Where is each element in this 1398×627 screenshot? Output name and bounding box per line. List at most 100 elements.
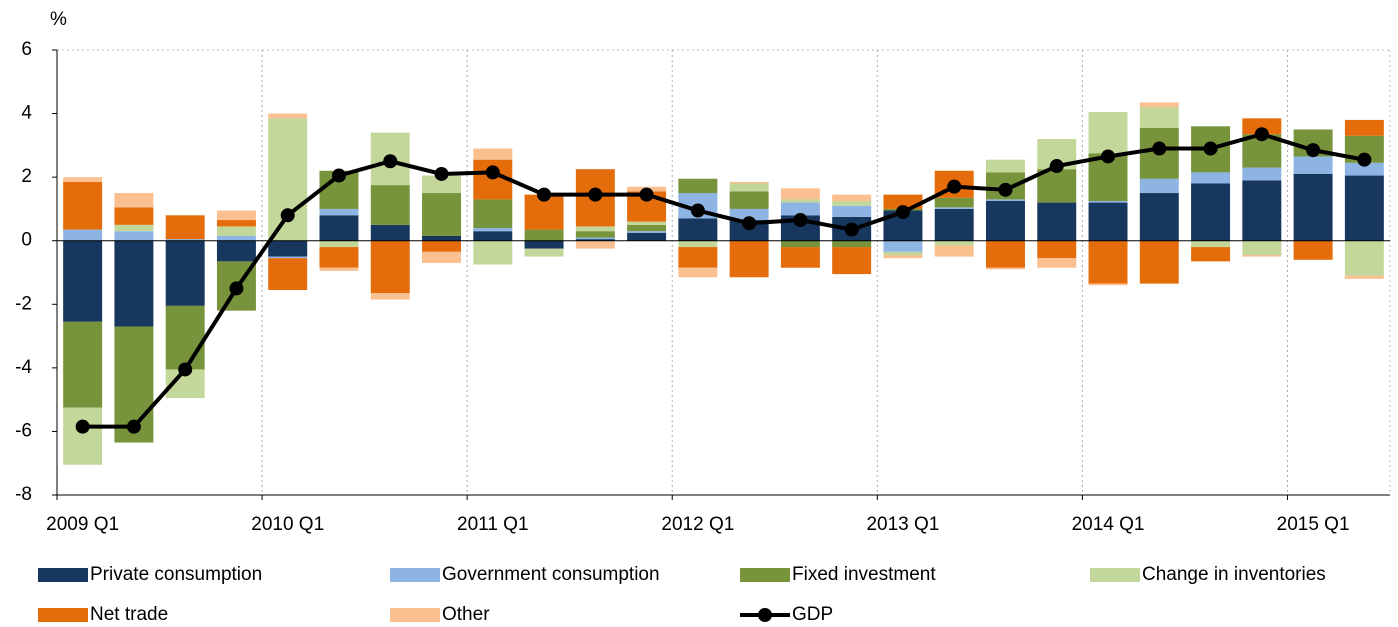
bar	[1139, 102, 1179, 108]
bar	[832, 205, 872, 217]
bar	[165, 215, 205, 240]
legend-item: Private consumption	[38, 564, 262, 585]
bar	[1139, 107, 1179, 128]
x-tick-label: 2014 Q1	[1072, 514, 1145, 535]
legend-item: Government consumption	[390, 564, 660, 585]
bar	[1242, 255, 1282, 257]
x-tick-label: 2011 Q1	[457, 514, 528, 535]
bar	[114, 240, 154, 327]
x-tick-label: 2015 Q1	[1277, 514, 1350, 535]
bar	[780, 247, 820, 268]
bar	[678, 218, 718, 241]
bar	[985, 199, 1025, 201]
bar	[832, 200, 872, 206]
y-tick-label: -8	[15, 484, 32, 505]
bar	[165, 239, 205, 241]
bar	[678, 178, 718, 194]
legend-label: GDP	[792, 604, 833, 625]
bar	[63, 229, 103, 241]
bar	[627, 221, 667, 225]
bar	[1037, 240, 1077, 259]
line-marker	[1254, 127, 1269, 142]
legend-label: Fixed investment	[792, 564, 936, 585]
bar	[627, 224, 667, 232]
bar	[1088, 202, 1128, 241]
bar	[216, 226, 256, 236]
bar	[422, 175, 462, 194]
y-tick-label: 2	[21, 166, 32, 187]
bar	[1242, 118, 1282, 135]
legend-label: Government consumption	[442, 564, 660, 585]
bar	[1139, 240, 1179, 284]
bar	[1088, 111, 1128, 154]
y-tick-label: -4	[15, 357, 32, 378]
x-tick-label: 2013 Q1	[866, 514, 939, 535]
line-marker	[1101, 149, 1116, 164]
legend-swatch	[38, 608, 88, 622]
bar	[114, 231, 154, 241]
bar	[985, 200, 1025, 241]
bar	[1242, 167, 1282, 181]
bar	[780, 202, 820, 216]
bar	[319, 240, 359, 248]
legend-label: Change in inventories	[1142, 564, 1326, 585]
bar	[832, 240, 872, 248]
bar	[473, 199, 513, 228]
bar	[216, 235, 256, 241]
y-tick-label: 4	[21, 103, 32, 124]
legend-item: Other	[390, 604, 490, 625]
bar	[63, 181, 103, 230]
line-marker	[178, 362, 193, 377]
bar	[524, 229, 564, 241]
legend-label: Private consumption	[90, 564, 262, 585]
line-marker	[1357, 152, 1372, 167]
bar	[165, 305, 205, 370]
y-tick-label: 6	[21, 39, 32, 60]
bar	[883, 251, 923, 256]
bar	[1242, 240, 1282, 256]
bar	[268, 256, 308, 259]
bar	[1242, 180, 1282, 241]
bar	[1139, 178, 1179, 194]
bar	[934, 245, 974, 257]
bar	[1191, 172, 1231, 184]
line-marker	[537, 187, 552, 202]
line-marker	[998, 182, 1013, 197]
bar	[678, 240, 718, 248]
bar	[63, 321, 103, 408]
bar	[1088, 200, 1128, 203]
bar	[934, 208, 974, 241]
bar	[985, 267, 1025, 270]
line-marker	[793, 213, 808, 228]
bar	[473, 148, 513, 160]
line-marker	[280, 208, 295, 223]
bar	[524, 248, 564, 257]
y-tick-label: -6	[15, 420, 32, 441]
line-marker	[947, 179, 962, 194]
bar	[729, 181, 769, 184]
bar	[370, 293, 410, 300]
bar	[934, 240, 974, 246]
y-tick-label: 0	[21, 230, 32, 251]
bar	[1293, 240, 1333, 260]
bar	[883, 255, 923, 259]
line-marker	[383, 154, 398, 169]
line-marker	[895, 205, 910, 220]
y-tick-label: -2	[15, 293, 32, 314]
bar	[370, 185, 410, 225]
line-marker	[844, 222, 859, 237]
y-axis-label: %	[50, 9, 67, 30]
line-marker	[1049, 159, 1064, 174]
legend-swatch	[390, 568, 440, 582]
bar	[1088, 240, 1128, 284]
legend-swatch	[740, 568, 790, 582]
bar	[1037, 169, 1077, 203]
bar	[422, 193, 462, 236]
bar	[63, 177, 103, 182]
legend-item: GDP	[740, 604, 833, 625]
bar	[780, 240, 820, 248]
line-marker	[434, 166, 449, 181]
bar	[319, 267, 359, 271]
line-marker	[229, 281, 244, 296]
bar	[1037, 202, 1077, 241]
